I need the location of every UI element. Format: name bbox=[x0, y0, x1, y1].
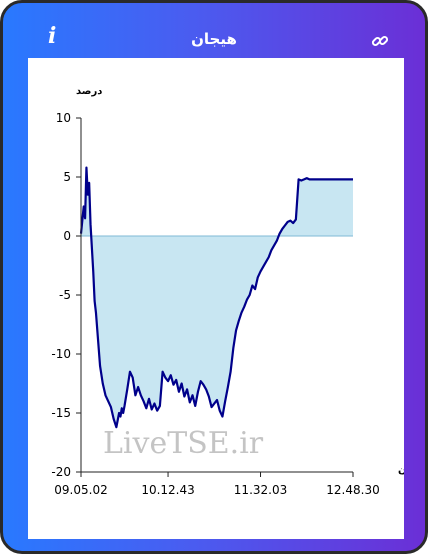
x-tick-label: 11.32.03 bbox=[234, 483, 287, 497]
y-tick-label: -20 bbox=[51, 465, 71, 479]
y-tick-label: 5 bbox=[63, 170, 71, 184]
page-title: هیجان bbox=[191, 30, 237, 48]
watermark: LiveTSE.ir bbox=[103, 426, 264, 461]
link-icon[interactable] bbox=[371, 32, 389, 50]
x-tick-label: 09.05.02 bbox=[54, 483, 107, 497]
y-axis-title: درصد bbox=[76, 86, 102, 97]
header-bar: i هیجان bbox=[3, 3, 425, 59]
x-tick-label: 12.48.30 bbox=[326, 483, 379, 497]
series-line bbox=[79, 166, 353, 429]
y-tick-label: -15 bbox=[51, 406, 71, 420]
y-tick-label: -10 bbox=[51, 347, 71, 361]
x-tick-label: 10.12.43 bbox=[141, 483, 194, 497]
y-tick-label: 10 bbox=[56, 111, 71, 125]
area-fill bbox=[81, 167, 353, 428]
y-tick-label: 0 bbox=[63, 229, 71, 243]
x-axis-title: زمان bbox=[398, 465, 404, 476]
info-icon[interactable]: i bbox=[48, 23, 57, 49]
y-tick-label: -5 bbox=[59, 288, 71, 302]
chart-panel: LiveTSE.ir 10 5 0 -5 -10 -15 -20 09.05.02 10.12.4… bbox=[28, 58, 404, 539]
emotion-chart: LiveTSE.ir 10 5 0 -5 -10 -15 -20 09.05.02 10.12.4… bbox=[51, 86, 404, 497]
